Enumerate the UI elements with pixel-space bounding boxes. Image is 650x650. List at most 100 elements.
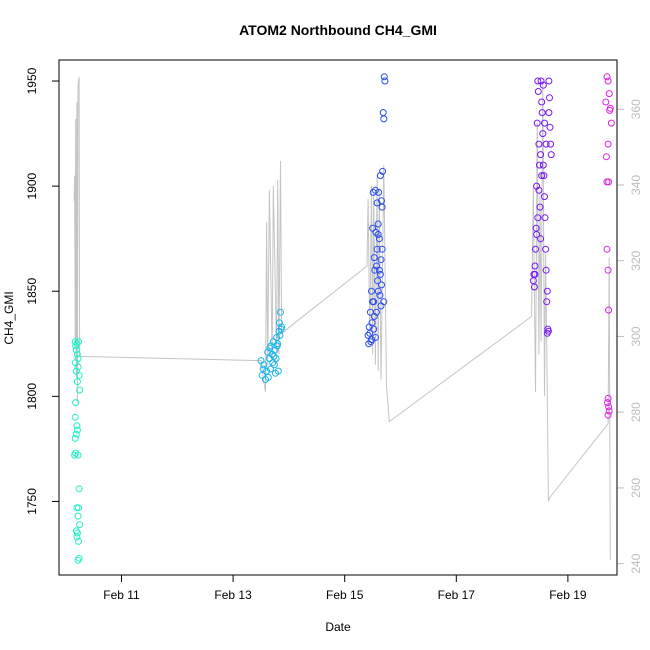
data-point-series-3 (539, 81, 547, 89)
y-tick-label: 1950 (25, 67, 39, 94)
data-point-series-0 (73, 426, 81, 434)
data-point-series-0 (75, 504, 82, 512)
data-point-series-3 (536, 203, 544, 211)
data-point-series-1 (266, 344, 274, 352)
secondary-series-line (73, 76, 611, 561)
data-point-series-4 (603, 73, 611, 81)
data-point-series-4 (604, 399, 611, 407)
data-point-series-0 (75, 338, 82, 346)
data-point-series-3 (542, 266, 550, 274)
data-point-series-0 (72, 430, 80, 438)
y2-tick-label: 280 (629, 402, 643, 422)
data-point-series-4 (603, 245, 611, 253)
data-point-series-3 (546, 123, 554, 131)
data-point-series-2 (369, 224, 377, 232)
y2-tick-label: 340 (629, 175, 643, 195)
data-point-series-3 (534, 214, 542, 222)
data-point-series-3 (543, 287, 551, 295)
data-point-series-2 (371, 266, 379, 274)
data-point-series-2 (373, 262, 380, 270)
data-point-series-1 (274, 367, 282, 375)
data-point-series-3 (538, 98, 546, 106)
x-tick-label: Feb 19 (549, 588, 587, 602)
data-point-series-2 (376, 172, 384, 180)
data-point-series-1 (267, 365, 274, 373)
data-point-series-0 (71, 434, 79, 442)
data-point-series-1 (264, 348, 272, 356)
data-point-series-2 (373, 308, 380, 316)
data-point-series-4 (605, 90, 613, 98)
data-point-series-3 (541, 119, 548, 127)
data-point-series-3 (533, 231, 541, 238)
data-point-series-3 (533, 119, 541, 127)
y2-tick-label: 360 (629, 99, 643, 119)
data-point-series-2 (379, 167, 387, 175)
data-point-series-0 (73, 350, 81, 358)
data-point-series-3 (535, 140, 543, 148)
data-point-series-2 (372, 228, 380, 236)
data-point-series-1 (273, 342, 281, 350)
data-point-series-2 (371, 334, 379, 341)
data-point-series-2 (374, 287, 382, 295)
data-point-series-0 (71, 338, 79, 346)
x-tick-label: Feb 11 (103, 588, 140, 602)
data-point-series-3 (531, 262, 539, 270)
data-point-series-0 (76, 386, 84, 394)
data-point-series-3 (537, 235, 545, 243)
data-point-series-2 (369, 298, 377, 306)
data-point-series-1 (270, 361, 278, 369)
y2-tick-label: 320 (629, 250, 643, 270)
x-tick-label: Feb 17 (438, 588, 476, 602)
data-point-series-0 (73, 529, 81, 537)
data-point-series-2 (375, 188, 383, 196)
chart-title: ATOM2 Northbound CH4_GMI (239, 22, 437, 38)
data-point-series-2 (368, 319, 376, 327)
data-point-series-1 (263, 367, 271, 375)
data-point-series-2 (370, 312, 378, 320)
data-point-series-0 (74, 512, 82, 520)
data-point-series-2 (376, 270, 384, 278)
data-point-series-3 (538, 172, 546, 180)
data-point-series-2 (366, 329, 374, 337)
y-tick-label: 1900 (25, 172, 39, 199)
data-point-series-3 (543, 298, 551, 306)
data-point-series-2 (378, 281, 385, 289)
data-point-series-3 (530, 283, 538, 291)
data-point-series-3 (532, 245, 539, 253)
data-point-series-3 (538, 109, 546, 117)
data-point-series-3 (542, 245, 550, 253)
data-point-series-2 (375, 235, 383, 243)
data-point-series-2 (374, 231, 382, 238)
data-point-series-4 (607, 119, 615, 127)
data-point-series-2 (368, 287, 375, 295)
data-point-series-1 (260, 361, 268, 369)
data-point-series-0 (75, 537, 82, 545)
data-point-series-2 (378, 245, 386, 253)
data-point-series-1 (264, 373, 272, 381)
data-point-series-3 (545, 77, 553, 85)
data-point-series-3 (535, 186, 543, 194)
data-point-series-0 (73, 422, 81, 430)
y2-tick-label: 300 (629, 326, 643, 346)
data-point-series-4 (606, 106, 614, 114)
data-point-series-0 (75, 485, 83, 493)
data-point-series-2 (374, 277, 382, 285)
data-point-series-3 (540, 172, 548, 180)
data-point-series-0 (73, 378, 81, 386)
secondary-series (73, 76, 611, 561)
x-axis-label: Date (325, 620, 351, 634)
data-point-series-2 (370, 254, 378, 262)
data-point-series-3 (539, 161, 547, 169)
data-point-series-1 (259, 365, 267, 373)
data-point-series-0 (73, 533, 81, 541)
data-point-series-4 (602, 98, 610, 106)
data-point-series-3 (535, 161, 543, 169)
data-point-series-4 (604, 140, 612, 148)
data-point-series-3 (547, 151, 555, 159)
data-point-series-0 (72, 399, 80, 407)
data-point-series-3 (539, 130, 547, 138)
data-point-series-4 (605, 407, 613, 415)
data-point-series-3 (537, 77, 545, 85)
x-tick-label: Feb 13 (214, 588, 252, 602)
data-point-series-4 (604, 411, 612, 419)
